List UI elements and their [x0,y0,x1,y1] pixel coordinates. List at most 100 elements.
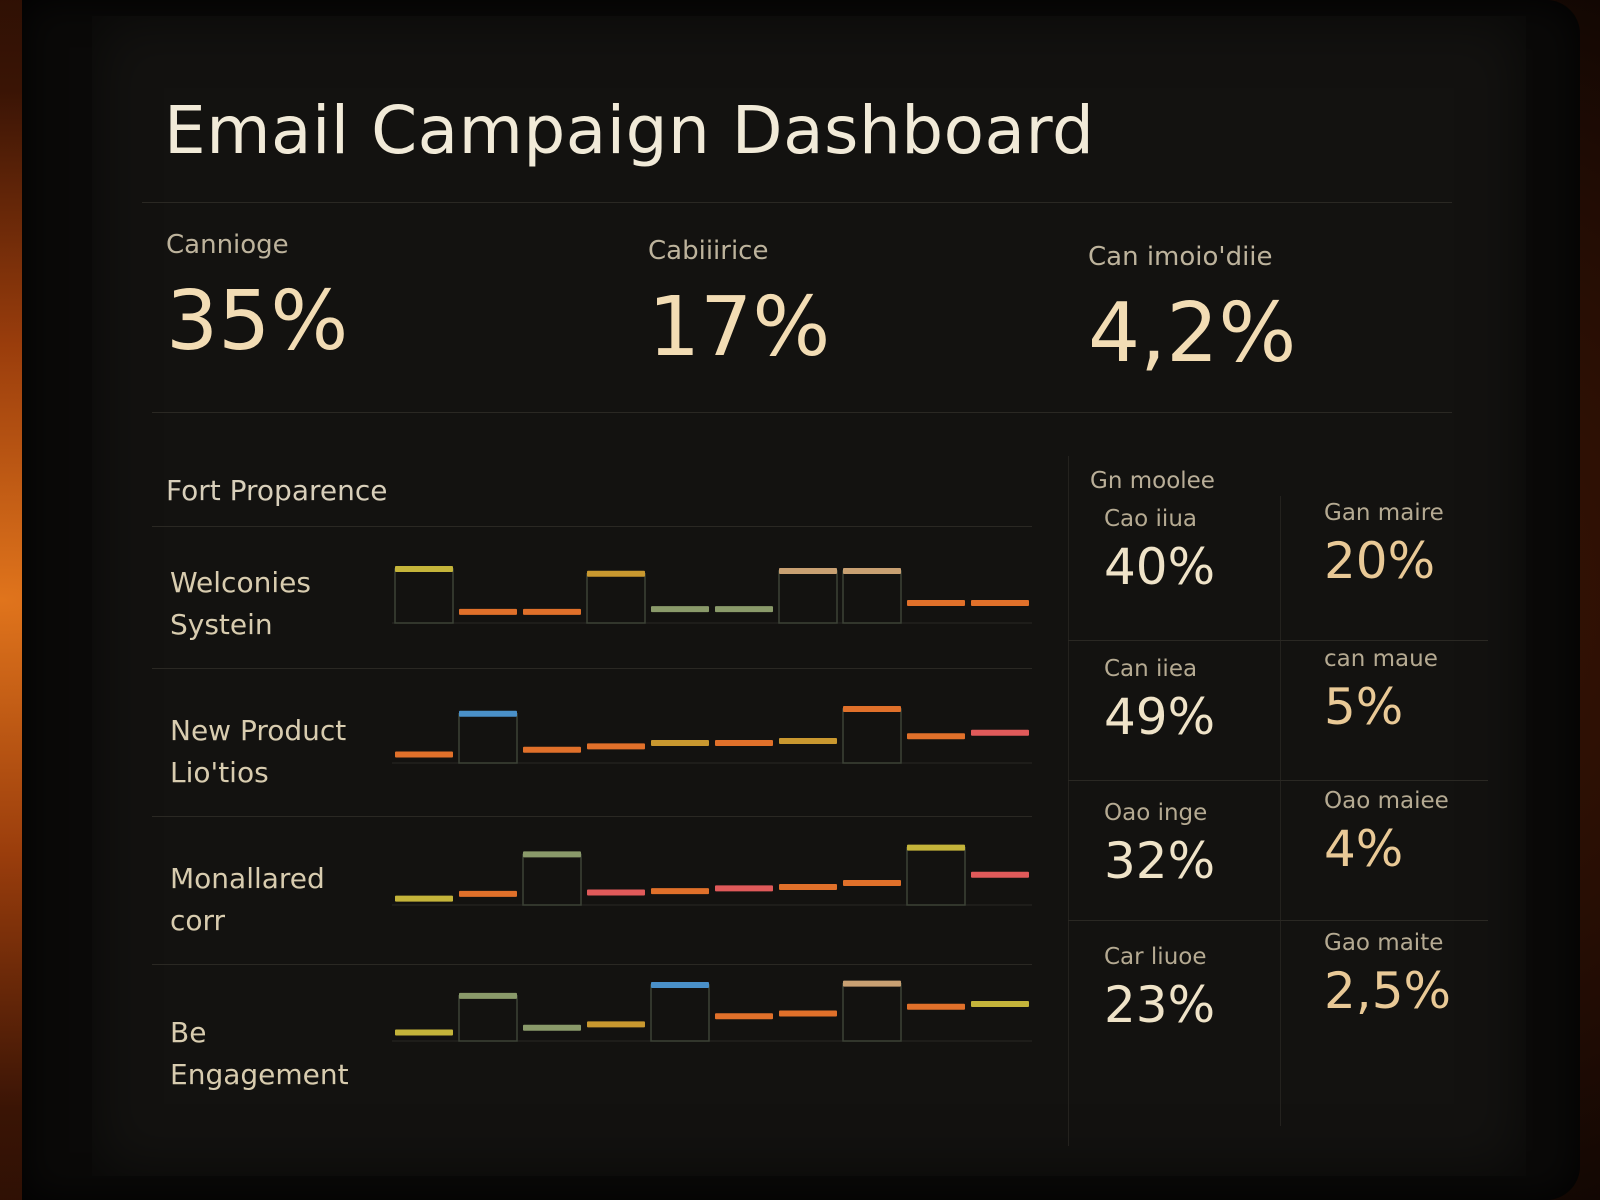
segment-bar [907,1003,965,1010]
row-chart-2 [392,684,1032,764]
row-label-1: Welconies Systein [170,562,380,646]
dashboard-screen: Email Campaign Dashboard Cannioge 35% Ca… [92,16,1526,1176]
kpi-card-1: Cannioge 35% [166,230,348,369]
row-label-line: New Product [170,714,347,747]
segment-bar [715,606,773,613]
divider [152,668,1032,669]
kpi-label: Cannioge [166,230,289,260]
segment-bar [907,600,965,606]
segment-outline [458,713,518,764]
side-panel-title: Gn moolee [1090,468,1215,494]
segment-bar [779,1010,837,1017]
segment-bar [459,992,517,999]
segment-bar [843,980,901,987]
stat-cell: Cao iiua 40% [1104,506,1215,596]
row-label-line: Systein [170,608,273,641]
segment-bar [651,606,709,613]
segment-bar [651,888,709,895]
row-chart-3 [392,826,1032,906]
segment-bar [587,889,645,896]
segment-bar [459,608,517,615]
stat-cell: Car liuoe 23% [1104,944,1215,1034]
segment-bar [779,568,837,575]
segment-bar [907,844,965,851]
row-label-4: Be Engagement [170,1012,380,1096]
segment-outline [778,570,838,624]
row-label-line: Welconies [170,566,311,599]
divider [152,964,1032,965]
row-label-line: Monallared [170,862,325,895]
stat-label: Cao iiua [1104,506,1197,532]
segment-bar [587,743,645,750]
stat-value: 20% [1324,532,1436,590]
stat-value: 5% [1324,678,1404,736]
segment-bar [843,706,901,712]
segment-bar [651,981,709,988]
segment-bar [779,884,837,891]
stat-label: Car liuoe [1104,944,1207,970]
divider [1068,920,1488,921]
segment-bar [395,566,453,572]
stat-value: 2,5% [1324,962,1452,1020]
kpi-value: 4,2% [1088,286,1297,381]
row-label-line: Be [170,1016,207,1049]
row-label-line: corr [170,904,226,937]
row-chart-4 [392,962,1032,1042]
divider [152,526,1032,527]
segment-outline [842,570,902,624]
segment-bar [523,608,581,615]
segment-chart [392,566,1032,624]
kpi-value: 17% [648,280,831,375]
kpi-value: 35% [166,274,349,369]
segment-outline [394,568,454,624]
divider [142,202,1452,203]
stat-value: 40% [1104,538,1216,596]
segment-bar [587,570,645,577]
segment-bar [651,740,709,746]
stat-label: Gao maite [1324,930,1444,956]
divider [1068,456,1069,1146]
segment-bar [843,568,901,575]
segment-bar [715,1013,773,1020]
stat-cell: Gao maite 2,5% [1324,930,1451,1020]
segment-outline [842,708,902,764]
segment-outline [458,995,518,1042]
section-title: Fort Proparence [166,474,388,507]
kpi-label: Cabiiirice [648,236,769,266]
row-label-line: Engagement [170,1058,349,1091]
segment-bar [523,851,581,858]
stat-value: 23% [1104,976,1216,1034]
stat-label: Gan maire [1324,500,1444,526]
divider [152,816,1032,817]
segment-outline [522,853,582,906]
segment-bar [587,1021,645,1028]
row-label-3: Monallared corr [170,858,380,942]
divider [1068,780,1488,781]
segment-bar [523,746,581,753]
kpi-card-2: Cabiiirice 17% [648,236,830,375]
segment-bar [971,600,1029,606]
segment-bar [971,871,1029,878]
stat-cell: Gan maire 20% [1324,500,1444,590]
segment-bar [395,1029,453,1036]
page-title: Email Campaign Dashboard [164,92,1095,169]
stat-cell: Can iiea 49% [1104,656,1215,746]
row-label-line: Lio'tios [170,756,269,789]
segment-outline [842,982,902,1042]
segment-bar [715,740,773,746]
segment-outline [906,846,966,906]
stat-label: Can iiea [1104,656,1198,682]
stat-value: 4% [1324,820,1404,878]
divider [1280,496,1281,1126]
segment-bar [395,751,453,758]
segment-chart [392,844,1032,906]
segment-outline [586,573,646,624]
kpi-card-3: Can imoio'diie 4,2% [1088,242,1296,381]
segment-bar [971,729,1029,736]
stat-cell: Oao inge 32% [1104,800,1215,890]
divider [1068,640,1488,641]
segment-bar [523,1024,581,1031]
stat-label: Oao maiee [1324,788,1449,814]
segment-bar [843,879,901,886]
segment-bar [779,737,837,744]
